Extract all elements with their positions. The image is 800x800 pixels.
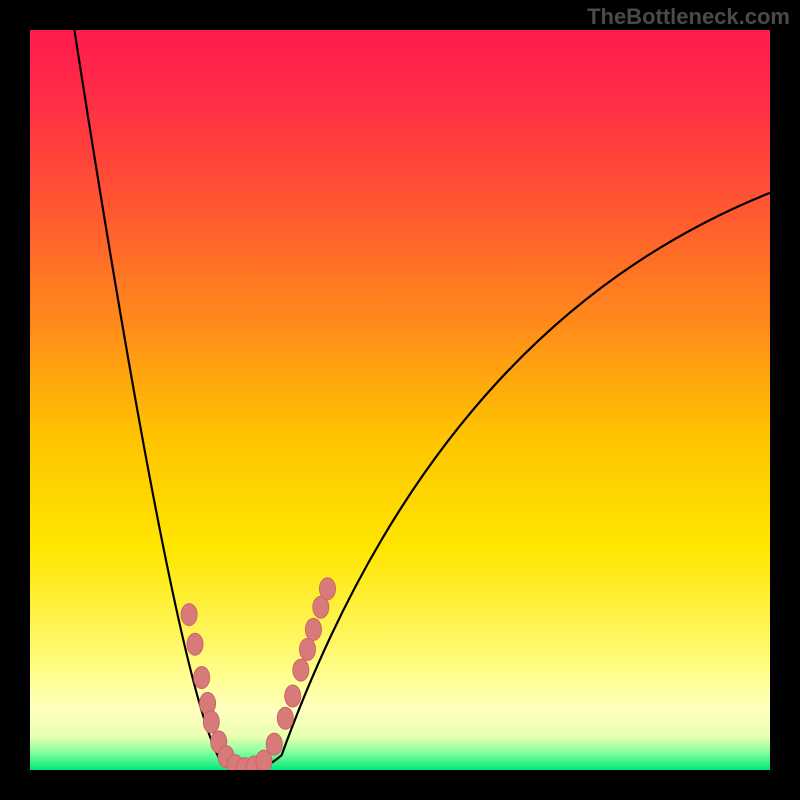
bottleneck-chart <box>30 30 770 770</box>
chart-frame: TheBottleneck.com <box>0 0 800 800</box>
data-marker <box>285 685 301 707</box>
plot-area <box>30 30 770 770</box>
data-marker <box>203 711 219 733</box>
data-marker <box>266 733 282 755</box>
gradient-background <box>30 30 770 770</box>
data-marker <box>194 667 210 689</box>
data-marker <box>319 578 335 600</box>
data-marker <box>181 604 197 626</box>
data-marker <box>187 633 203 655</box>
watermark-text: TheBottleneck.com <box>587 4 790 30</box>
data-marker <box>300 638 316 660</box>
data-marker <box>293 659 309 681</box>
data-marker <box>305 618 321 640</box>
data-marker <box>277 707 293 729</box>
